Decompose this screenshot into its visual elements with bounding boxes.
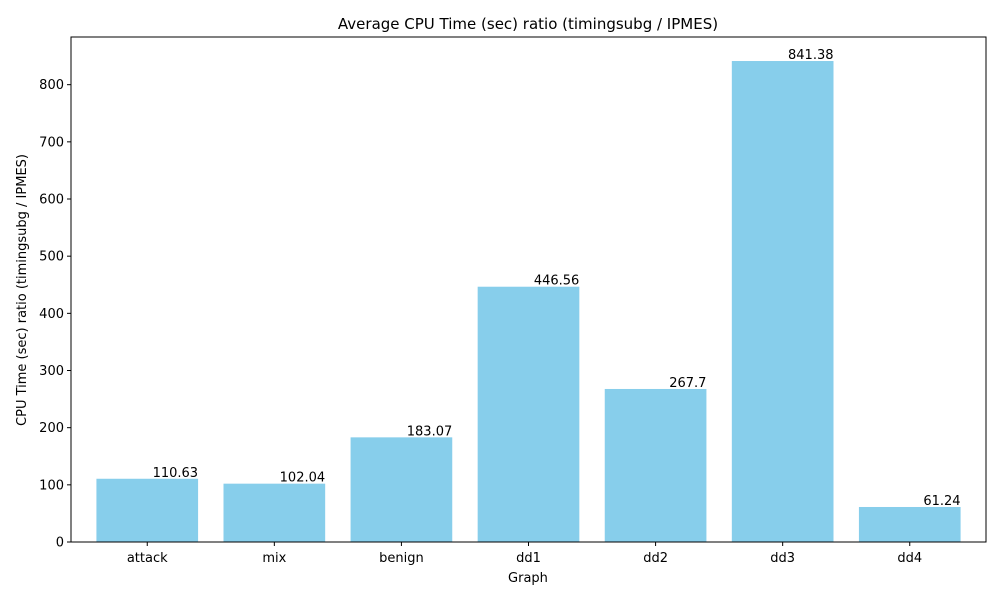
value-label-dd2: 267.7	[669, 376, 706, 391]
bar-dd2	[604, 388, 707, 542]
bar-attack	[96, 478, 199, 542]
y-tick-label-0: 0	[56, 536, 64, 551]
x-tick-label-dd3: dd3	[770, 551, 795, 566]
bars-group	[96, 61, 961, 543]
y-tick-label-100: 100	[39, 478, 64, 493]
plot-frame	[70, 36, 987, 543]
value-labels-group: 110.63 102.04 183.07 446.56 267.7 841.38 61.24	[153, 48, 961, 509]
x-tick-label-mix: mix	[262, 551, 286, 566]
y-tick-label-500: 500	[39, 250, 64, 265]
y-tick-label-300: 300	[39, 364, 64, 379]
bar-mix	[223, 483, 326, 542]
x-tick-label-dd2: dd2	[643, 551, 668, 566]
bar-dd4	[858, 506, 961, 542]
y-axis-label: CPU Time (sec) ratio (timingsubg / IPMES…	[15, 154, 30, 426]
y-tick-label-700: 700	[39, 135, 64, 150]
x-axis-ticks: attack mix benign dd1 dd2 dd3 dd4	[127, 542, 922, 566]
y-tick-label-600: 600	[39, 193, 64, 208]
bar-dd1	[477, 286, 580, 542]
y-tick-label-800: 800	[39, 78, 64, 93]
y-axis-ticks: 0 100 200 300 400 500 600 700 800	[39, 78, 71, 551]
x-tick-label-dd1: dd1	[516, 551, 541, 566]
value-label-dd4: 61.24	[923, 494, 960, 509]
bar-benign	[350, 437, 453, 542]
bar-dd3	[731, 61, 834, 543]
x-tick-label-benign: benign	[379, 551, 424, 566]
y-tick-label-400: 400	[39, 307, 64, 322]
value-label-dd1: 446.56	[534, 274, 580, 289]
value-label-benign: 183.07	[407, 424, 453, 439]
y-tick-label-200: 200	[39, 421, 64, 436]
x-tick-label-dd4: dd4	[897, 551, 922, 566]
value-label-attack: 110.63	[153, 466, 199, 481]
value-label-dd3: 841.38	[788, 48, 834, 63]
chart-title: Average CPU Time (sec) ratio (timingsubg…	[338, 15, 718, 33]
value-label-mix: 102.04	[280, 471, 326, 486]
x-axis-label: Graph	[508, 571, 548, 586]
x-tick-label-attack: attack	[127, 551, 168, 566]
